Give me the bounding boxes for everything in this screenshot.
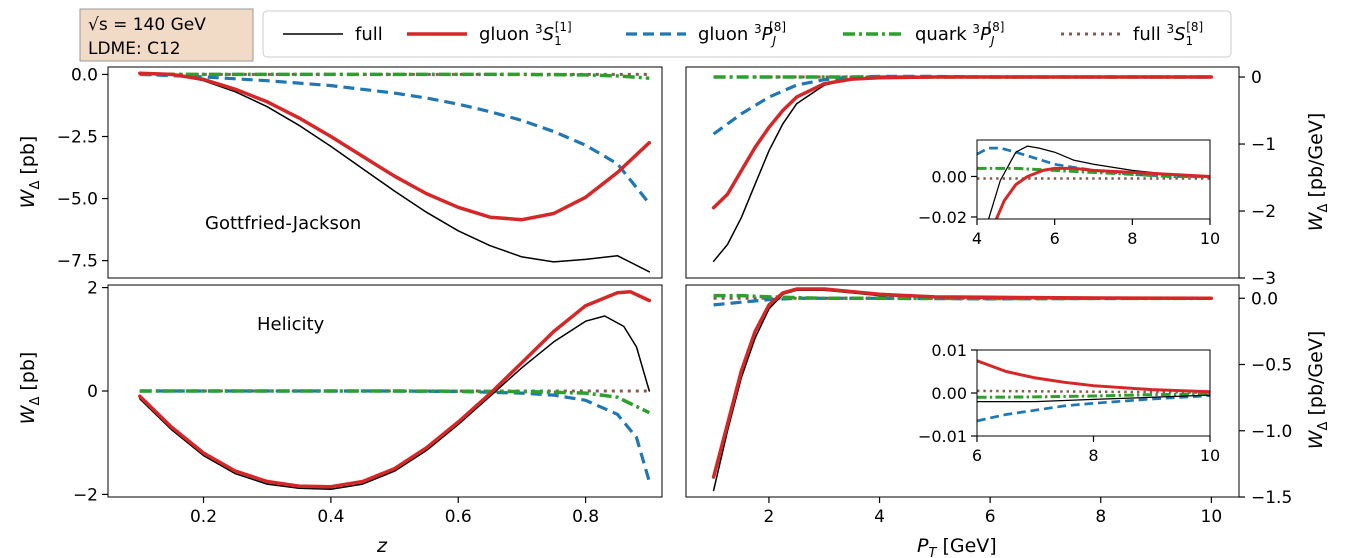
- y-tick-label: −2: [73, 485, 98, 505]
- series-line-fS8: [977, 389, 1210, 394]
- legend-label-gP8: gluon 3PJ[8]: [698, 20, 786, 48]
- info-box: √s = 140 GeV LDME: C12: [79, 8, 254, 62]
- series-line-gS1: [994, 166, 1210, 219]
- svg-text:WΔ [pb]: WΔ [pb]: [17, 136, 43, 209]
- y-tick-label: 0: [1251, 68, 1262, 88]
- plot-frame: [685, 284, 1240, 498]
- legend-label-fS8: full 3S1[8]: [1133, 20, 1203, 48]
- series-line-gS1: [711, 287, 1214, 479]
- y-tick-label: 0.00: [931, 167, 967, 186]
- series-line-full: [977, 394, 1210, 403]
- x-tick-label: 8: [1127, 229, 1137, 248]
- svg-text:WΔ [pb]: WΔ [pb]: [17, 352, 43, 425]
- series-line-gS1: [138, 289, 652, 489]
- series-line-gP8: [139, 72, 651, 205]
- y-tick-label: 0.0: [71, 65, 98, 85]
- y-tick-label: 0: [87, 382, 98, 402]
- panel-top-left: 0.0 −2.5 −5.0 −7.5: [57, 65, 663, 279]
- y-tick-label: −1: [1251, 135, 1276, 155]
- x-tick-label: 0.6: [445, 507, 472, 527]
- series-line-gP8: [977, 394, 1210, 423]
- y-tick-label: −2: [1251, 202, 1276, 222]
- annotation-helicity: Helicity: [257, 314, 325, 335]
- annotation-gottfried-jackson: Gottfried-Jackson: [205, 213, 361, 234]
- y-tick-label: 0.00: [931, 384, 967, 403]
- y-axis-label-top-right: WΔ [pb/GeV]: [1305, 113, 1331, 232]
- svg-text:WΔ [pb/GeV]: WΔ [pb/GeV]: [1305, 331, 1331, 450]
- svg-text:WΔ [pb/GeV]: WΔ [pb/GeV]: [1305, 113, 1331, 232]
- y-tick-label: −5.0: [57, 190, 98, 210]
- x-tick-label: 4: [874, 507, 885, 527]
- series-line-qP8: [139, 389, 651, 415]
- series-line-qP8: [977, 392, 1210, 399]
- x-tick-label: 4: [972, 229, 982, 248]
- y-tick-label: −1.5: [1251, 488, 1292, 508]
- y-tick-label: −0.01: [918, 427, 967, 446]
- y-tick-label: 0.0: [1251, 289, 1278, 309]
- x-tick-label: 10: [1201, 507, 1223, 527]
- x-axis-label-pt: PT [GeV]: [917, 535, 997, 558]
- x-tick-label: 2: [764, 507, 775, 527]
- y-axis-label-top-left: WΔ [pb]: [17, 136, 43, 209]
- x-tick-label: 10: [1200, 446, 1220, 465]
- y-tick-label: −7.5: [57, 252, 98, 272]
- series-line-full: [139, 315, 651, 490]
- legend-label-gS1: gluon 3S1[1]: [479, 20, 572, 48]
- plot-frame: [685, 66, 1240, 279]
- x-tick-label: 0.4: [317, 507, 344, 527]
- panel-bottom-right: 0.0 −0.5 −1.0 −1.5 2 4 6 8 10: [685, 284, 1292, 527]
- y-tick-label: −0.02: [918, 208, 967, 227]
- y-axis-label-bottom-right: WΔ [pb/GeV]: [1305, 331, 1331, 450]
- legend: full gluon 3S1[1] gluon 3PJ[8] quark 3PJ[8]…: [262, 10, 1232, 58]
- panel-bottom-right-inset: 0.01 0.00 −0.01 6 8 10: [918, 341, 1220, 465]
- series-line-qP8: [139, 72, 650, 80]
- x-tick-label: 6: [985, 507, 996, 527]
- plot-frame: [107, 66, 663, 279]
- y-tick-label: 0.01: [931, 341, 967, 360]
- x-tick-label: 0.2: [190, 507, 217, 527]
- info-line-energy: √s = 140 GeV: [88, 15, 206, 35]
- plot-area: [108, 67, 662, 278]
- panel-bottom-left: 2 0 −2 0.2 0.4 0.6 0.8: [73, 279, 663, 527]
- plot-frame: [976, 139, 1211, 220]
- x-axis-label-z: z: [376, 535, 388, 557]
- series-line-full: [139, 72, 651, 273]
- series-line-gS1: [711, 75, 1214, 210]
- y-axis-label-bottom-left: WΔ [pb]: [17, 352, 43, 425]
- x-tick-label: 10: [1200, 229, 1220, 248]
- x-tick-label: 8: [1095, 507, 1106, 527]
- x-tick-label: 6: [1050, 229, 1060, 248]
- y-tick-label: 2: [87, 279, 98, 299]
- series-line-gS1: [138, 71, 652, 222]
- y-tick-label: −1.0: [1251, 422, 1292, 442]
- series-line-gS1: [977, 359, 1210, 394]
- x-tick-label: 8: [1088, 446, 1098, 465]
- legend-label-qP8: quark 3PJ[8]: [915, 20, 1004, 48]
- info-line-ldme: LDME: C12: [88, 39, 181, 59]
- series-line-qP8: [977, 166, 1210, 178]
- x-tick-label: 6: [972, 446, 982, 465]
- y-tick-label: −0.5: [1251, 356, 1292, 376]
- panel-top-right-inset: 0.00 −0.02 4 6 8 10: [918, 139, 1220, 248]
- legend-label-full: full: [355, 24, 383, 45]
- y-tick-label: −2.5: [57, 128, 98, 148]
- y-tick-label: −3: [1251, 269, 1276, 289]
- x-tick-label: 0.8: [572, 507, 599, 527]
